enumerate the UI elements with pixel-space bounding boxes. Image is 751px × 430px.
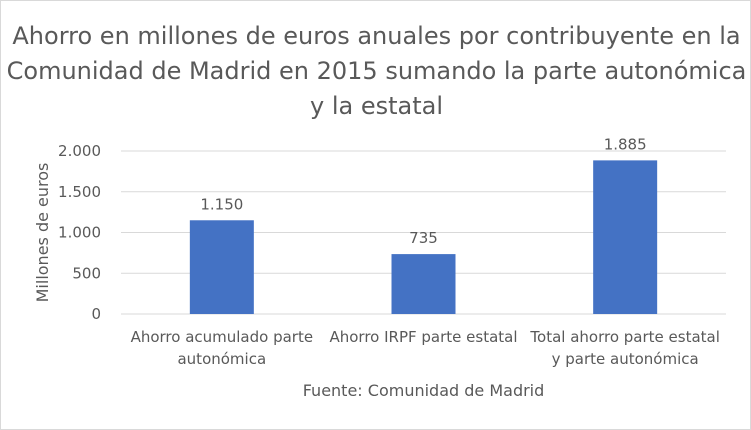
- y-tick-label: 2.000: [58, 142, 101, 160]
- data-label: 1.150: [200, 195, 243, 213]
- y-tick-label: 0: [91, 305, 101, 323]
- data-label: 1.885: [604, 135, 647, 153]
- chart-title: Ahorro en millones de euros anuales por …: [6, 22, 747, 120]
- y-tick-label: 500: [72, 264, 101, 282]
- data-label: 735: [409, 229, 438, 247]
- x-tick-label: y parte autonómica: [552, 350, 699, 368]
- x-tick-label: Ahorro acumulado parte: [131, 328, 314, 346]
- x-axis-label: Fuente: Comunidad de Madrid: [303, 381, 545, 400]
- y-tick-label: 1.000: [58, 224, 101, 242]
- y-tick-label: 1.500: [58, 183, 101, 201]
- bar: [189, 220, 254, 314]
- y-axis-label: Millones de euros: [33, 163, 52, 303]
- x-tick-label: Total ahorro parte estatal: [529, 328, 719, 346]
- x-tick-label: Ahorro IRPF parte estatal: [329, 328, 517, 346]
- bar: [593, 160, 658, 314]
- bar: [391, 254, 456, 314]
- x-tick-label: autonómica: [177, 350, 266, 368]
